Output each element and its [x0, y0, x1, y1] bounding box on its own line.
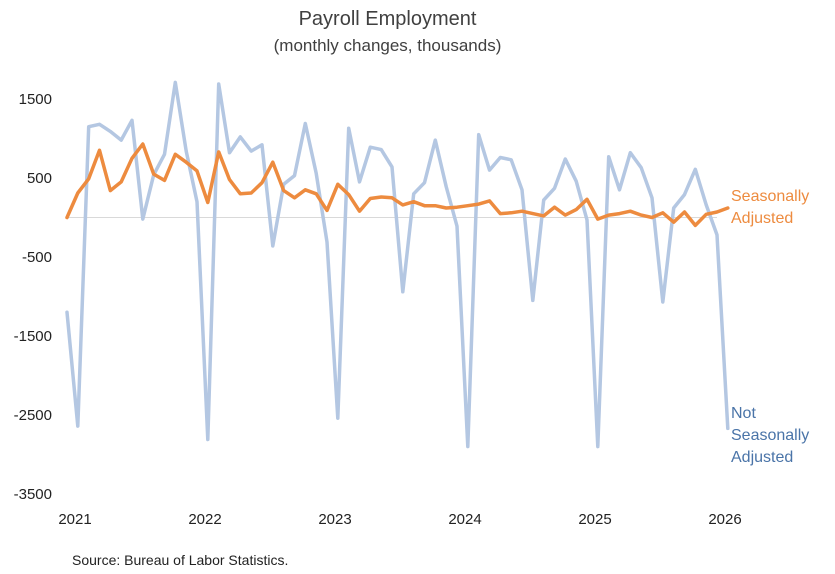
legend-seasonally-adjusted: Seasonally Adjusted: [731, 186, 809, 230]
x-tick-label: 2021: [58, 511, 91, 528]
legend-nsa-line-2: Seasonally: [731, 427, 810, 444]
legend-nsa-line-3: Adjusted: [731, 449, 794, 466]
x-tick-label: 2022: [188, 511, 221, 528]
y-tick-label: -1500: [14, 328, 52, 345]
y-tick-label: -500: [22, 249, 52, 266]
legend-sa-line-1: Seasonally: [731, 188, 810, 205]
y-tick-label: 1500: [19, 91, 52, 108]
y-tick-label: -2500: [14, 407, 52, 424]
series-line-not-seasonally-adjusted: [65, 80, 730, 449]
x-tick-label: 2023: [318, 511, 351, 528]
y-tick-label: -3500: [14, 486, 52, 503]
x-tick-label: 2026: [708, 511, 741, 528]
y-tick-label: 500: [27, 170, 52, 187]
legend-nsa-line-1: Not: [731, 405, 756, 422]
legend-sa-line-2: Adjusted: [731, 210, 794, 227]
x-tick-label: 2024: [448, 511, 481, 528]
chart-title: Payroll Employment: [298, 8, 477, 30]
legend-not-seasonally-adjusted: Not Seasonally Adjusted: [731, 403, 809, 469]
chart-subtitle: (monthly changes, thousands): [273, 36, 502, 55]
series-line-seasonally-adjusted: [65, 142, 730, 228]
source-note: Source: Bureau of Labor Statistics.: [72, 552, 289, 568]
x-tick-label: 2025: [578, 511, 611, 528]
